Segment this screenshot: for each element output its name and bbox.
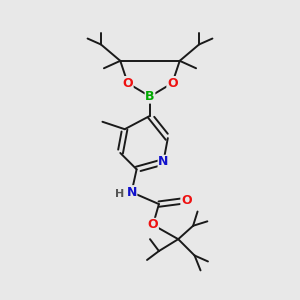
Text: O: O xyxy=(148,218,158,231)
Text: B: B xyxy=(145,90,155,103)
Text: O: O xyxy=(167,76,178,90)
Text: N: N xyxy=(158,155,169,168)
Text: H: H xyxy=(115,189,124,199)
Text: O: O xyxy=(122,76,133,90)
Text: O: O xyxy=(181,194,192,207)
Text: N: N xyxy=(126,186,137,199)
